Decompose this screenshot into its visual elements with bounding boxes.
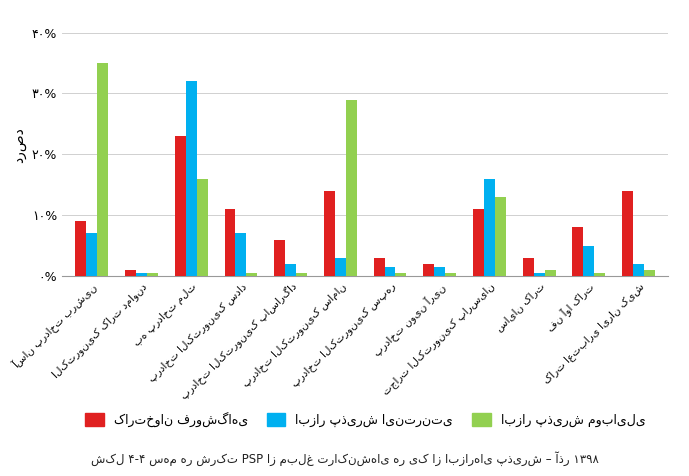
Bar [523,258,534,276]
Bar [175,136,186,276]
Bar [373,258,384,276]
Bar [473,209,484,276]
Bar [644,270,655,276]
Bar [125,270,136,276]
Bar [346,99,357,276]
Bar [136,273,147,276]
Bar [484,178,495,276]
Bar [86,233,97,276]
Text: شکل ۴-۴ سهم هر شرکت PSP از مبلغ تراکنش‌های هر یک از ابزارهای پذیرش – آذر ۱۳۹۸: شکل ۴-۴ سهم هر شرکت PSP از مبلغ تراکنش‌ه… [91,452,598,466]
Bar [622,191,633,276]
Bar [196,178,207,276]
Bar [595,273,605,276]
Bar [236,233,247,276]
Bar [97,63,108,276]
Bar [633,264,644,276]
Bar [285,264,296,276]
Bar [247,273,257,276]
Bar [225,209,236,276]
Bar [395,273,407,276]
Bar [544,270,555,276]
Bar [335,258,346,276]
Bar [186,81,196,276]
Bar [534,273,544,276]
Y-axis label: درصد: درصد [12,127,26,163]
Bar [445,273,456,276]
Bar [495,197,506,276]
Bar [274,239,285,276]
Bar [573,228,584,276]
Bar [423,264,434,276]
Bar [324,191,335,276]
Bar [384,267,395,276]
Bar [296,273,307,276]
Bar [75,221,86,276]
Bar [434,267,445,276]
Bar [147,273,158,276]
Bar [584,246,595,276]
Legend: کارتخوان فروشگاهی, ابزار پذیرش اینترنتی, ابزار پذیرش موبایلی: کارتخوان فروشگاهی, ابزار پذیرش اینترنتی,… [80,407,650,432]
